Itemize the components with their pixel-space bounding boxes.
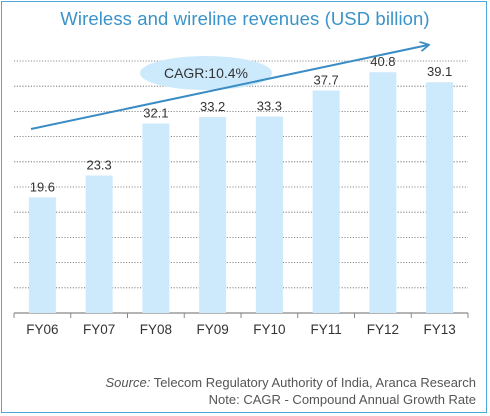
bar-fy10 <box>255 116 283 314</box>
cagr-annotation: CAGR:10.4% <box>30 45 428 130</box>
bar-fy07 <box>85 175 113 313</box>
trend-arrow <box>30 45 428 130</box>
bar-fy09 <box>199 117 227 313</box>
gridlines <box>13 60 469 318</box>
x-tick-label: FY11 <box>310 322 341 337</box>
data-label: 32.1 <box>143 106 168 121</box>
source-note: Source: Telecom Regulatory Authority of … <box>106 375 476 390</box>
data-label: 37.7 <box>313 73 338 88</box>
x-tick-label: FY12 <box>367 322 399 337</box>
cagr-ellipse <box>140 56 272 90</box>
x-tick-label: FY13 <box>423 322 455 337</box>
data-label: 40.8 <box>370 54 395 69</box>
x-tick-label: FY08 <box>140 322 172 337</box>
source-label: Source: <box>105 375 151 390</box>
bar-fy11 <box>312 90 340 313</box>
bar-fy12 <box>369 72 397 314</box>
data-label: 23.3 <box>86 157 111 172</box>
data-labels: 19.6 23.3 32.1 33.2 33.3 37.7 40.8 39.1 <box>30 54 453 194</box>
cagr-note: Note: CAGR - Compound Annual Growth Rate <box>208 392 476 407</box>
chart-title: Wireless and wireline revenues (USD bill… <box>60 8 430 29</box>
x-tick-label: FY07 <box>83 322 115 337</box>
data-label: 39.1 <box>427 64 452 79</box>
x-tick-label: FY09 <box>196 322 228 337</box>
data-label: 33.3 <box>257 98 282 113</box>
bar-fy13 <box>426 82 454 313</box>
x-tick-label: FY10 <box>253 322 285 337</box>
source-text: Telecom Regulatory Authority of India, A… <box>150 375 476 390</box>
x-tick-labels: FY06 FY07 FY08 FY09 FY10 FY11 FY12 FY13 <box>26 322 456 337</box>
data-label: 33.2 <box>200 99 225 114</box>
bar-fy08 <box>142 123 170 314</box>
data-label: 19.6 <box>30 179 55 194</box>
cagr-label: CAGR:10.4% <box>164 65 248 81</box>
x-tick-label: FY06 <box>26 322 58 337</box>
bar-fy06 <box>28 197 56 313</box>
bars <box>28 72 454 314</box>
